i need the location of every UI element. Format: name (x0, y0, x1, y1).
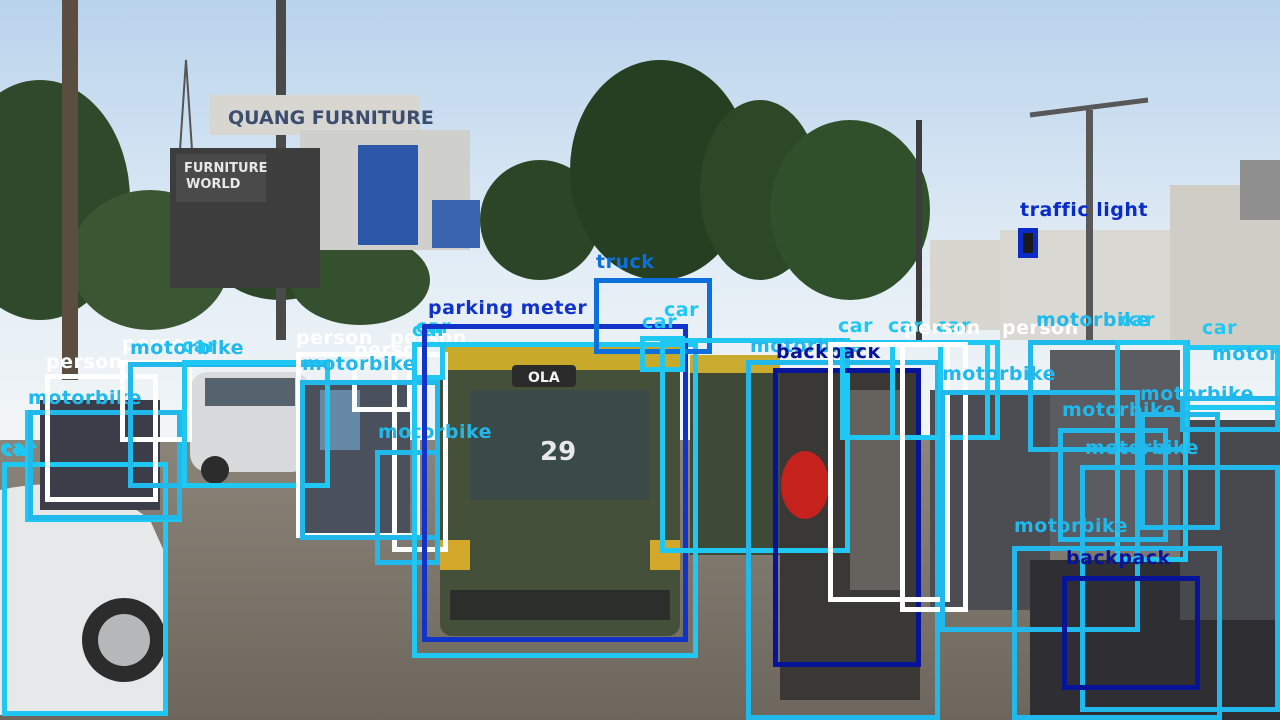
bounding-box-motorbike (1058, 428, 1168, 542)
box-label-motorbike: motorbike (1212, 343, 1280, 365)
center-trees (480, 60, 930, 300)
box-label-car: car (888, 315, 923, 337)
bounding-box-motorbike (940, 390, 1140, 632)
streetlight-pole (1086, 110, 1093, 340)
box-label-car: car (1202, 317, 1237, 339)
box-label-car: car (182, 335, 217, 357)
box-label-motorbike: motorbike (1140, 383, 1254, 405)
box-label-person: person (296, 327, 373, 349)
rickshaw-badge: OLA (528, 370, 560, 386)
signal-pole (916, 120, 922, 340)
box-label-motorbike: motorbike (1036, 309, 1150, 331)
bounding-box-car (660, 338, 850, 553)
box-label-motorbike: motorbike (378, 421, 492, 443)
box-label-motorbike: motorbike (302, 353, 416, 375)
box-label-truck: truck (596, 251, 655, 273)
furniture-building (170, 95, 480, 288)
box-label-person: person (904, 317, 981, 339)
box-label-motorbike: motorbike (130, 337, 244, 359)
second-rickshaw (690, 355, 780, 555)
silver-car (190, 372, 310, 484)
box-label-car: car (1120, 309, 1155, 331)
rider-group-right (780, 350, 1280, 720)
bounding-box-motorbike (375, 450, 440, 565)
right-buildings (930, 160, 1280, 345)
bounding-box-motorbike (1140, 412, 1220, 530)
bounding-box-car (412, 342, 698, 658)
bounding-box-motorbike (28, 410, 182, 520)
bounding-box-car (182, 360, 330, 488)
white-car-left (0, 484, 168, 715)
box-label-car: car (0, 437, 35, 459)
bounding-box-car (2, 462, 168, 716)
box-label-motorbike: motorbike (1014, 515, 1128, 537)
box-label-person: person (46, 351, 123, 373)
bounding-box-car (1185, 345, 1280, 410)
box-label-parking-meter: parking meter (428, 297, 588, 319)
rickshaw-number: 29 (540, 437, 576, 467)
bounding-box-backpack (1062, 576, 1200, 690)
bounding-box-person (900, 342, 968, 612)
bounding-box-car (412, 342, 445, 380)
box-label-person: person (122, 333, 199, 355)
bounding-box-person (352, 360, 412, 412)
bounding-box-truck (594, 278, 712, 354)
box-label-motorbike: motorbike (28, 387, 142, 409)
box-label-motorbike: motorbike (942, 363, 1056, 385)
bounding-box-person (828, 342, 950, 602)
bounding-box-parking-meter (422, 324, 688, 642)
bounding-box-motorbike (1012, 546, 1222, 720)
box-label-person: person (1002, 317, 1079, 339)
box-label-car: car (664, 299, 699, 321)
box-label-car: car (642, 311, 677, 333)
box-label-car: car (838, 315, 873, 337)
box-label-traffic-light: traffic light (1020, 199, 1148, 221)
streetlight-arm (1029, 97, 1149, 118)
rooftop-sign: QUANG FURNITURE (228, 107, 434, 129)
utility-pole (62, 0, 78, 380)
bounding-box-car (1115, 340, 1188, 562)
bounding-box-motorbike (1080, 465, 1280, 712)
box-label-car: car (936, 315, 971, 337)
box-label-motorbike: motorbike (750, 335, 864, 357)
auto-rickshaw (440, 346, 680, 636)
billboard-line2: WORLD (186, 177, 241, 192)
bounding-box-traffic-light (1018, 228, 1038, 258)
billboard-line1: FURNITURE (184, 161, 267, 176)
box-label-backpack: backpack (1066, 547, 1171, 569)
bounding-box-backpack (773, 368, 921, 667)
